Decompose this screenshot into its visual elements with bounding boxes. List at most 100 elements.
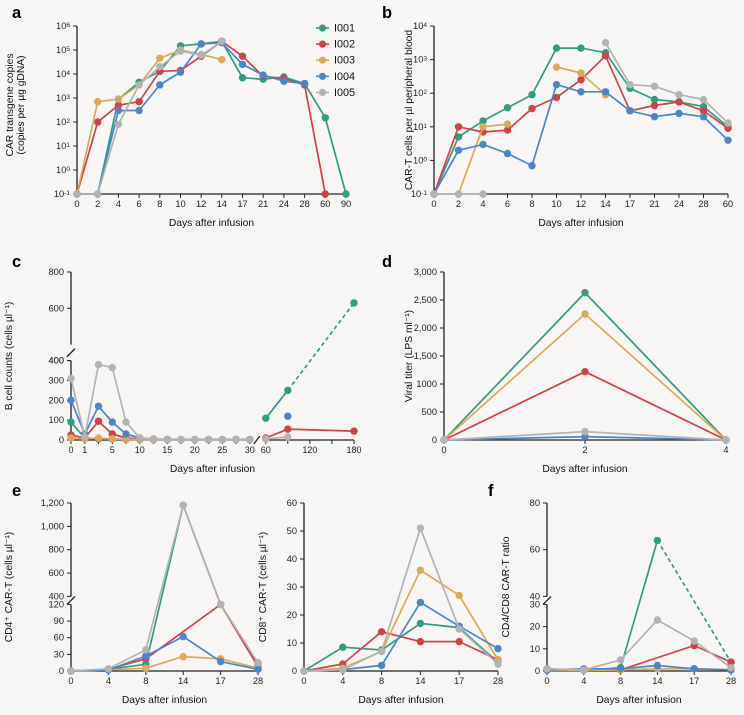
svg-text:60: 60 [320, 199, 330, 209]
svg-text:1000: 1000 [416, 379, 437, 389]
svg-text:0: 0 [74, 199, 79, 209]
svg-text:100: 100 [48, 415, 64, 425]
svg-text:2,000: 2,000 [414, 323, 437, 333]
svg-text:0: 0 [301, 676, 306, 686]
svg-text:24: 24 [674, 199, 684, 209]
svg-text:60: 60 [287, 498, 297, 508]
svg-text:30: 30 [287, 582, 297, 592]
svg-text:1: 1 [82, 445, 87, 455]
svg-text:0: 0 [292, 666, 297, 676]
svg-text:17: 17 [454, 676, 464, 686]
svg-text:I002: I002 [334, 39, 355, 51]
svg-text:8: 8 [143, 676, 148, 686]
svg-text:0: 0 [68, 676, 73, 686]
svg-text:800: 800 [48, 545, 64, 555]
svg-text:CAR transgene copies: CAR transgene copies [5, 53, 16, 156]
svg-text:106: 106 [56, 21, 70, 31]
svg-text:8: 8 [157, 199, 162, 209]
svg-text:14: 14 [600, 199, 610, 209]
svg-text:60: 60 [530, 545, 540, 555]
svg-text:90: 90 [341, 199, 351, 209]
svg-text:0: 0 [68, 445, 73, 455]
svg-text:17: 17 [625, 199, 635, 209]
svg-text:14: 14 [415, 676, 425, 686]
svg-text:10: 10 [551, 199, 561, 209]
svg-text:24: 24 [279, 199, 289, 209]
svg-text:30: 30 [245, 445, 255, 455]
svg-text:25: 25 [217, 445, 227, 455]
svg-text:120: 120 [302, 445, 317, 455]
svg-text:100: 100 [413, 155, 427, 165]
svg-text:105: 105 [56, 45, 70, 55]
svg-text:60: 60 [54, 633, 64, 643]
svg-text:2,500: 2,500 [414, 295, 437, 305]
svg-text:6: 6 [505, 199, 510, 209]
svg-text:14: 14 [217, 199, 227, 209]
svg-text:I004: I004 [334, 71, 355, 83]
svg-text:28: 28 [726, 676, 736, 686]
svg-text:2: 2 [95, 199, 100, 209]
svg-text:180: 180 [346, 445, 361, 455]
svg-text:Days after infusion: Days after infusion [596, 695, 682, 706]
svg-text:17: 17 [215, 676, 225, 686]
svg-text:300: 300 [48, 376, 64, 386]
svg-text:200: 200 [48, 395, 64, 405]
svg-text:0: 0 [59, 666, 64, 676]
svg-text:3,000: 3,000 [414, 267, 437, 277]
svg-text:CD4⁺ CAR-T (cells µl⁻¹): CD4⁺ CAR-T (cells µl⁻¹) [4, 532, 15, 642]
svg-text:103: 103 [56, 93, 70, 103]
svg-text:1,500: 1,500 [414, 351, 437, 361]
svg-text:4: 4 [116, 199, 121, 209]
svg-text:10: 10 [175, 199, 185, 209]
svg-text:28: 28 [299, 199, 309, 209]
svg-text:8: 8 [618, 676, 623, 686]
svg-text:20: 20 [287, 610, 297, 620]
svg-text:102: 102 [56, 117, 70, 127]
svg-text:(copies per µg gDNA): (copies per µg gDNA) [16, 55, 27, 154]
svg-text:10-1: 10-1 [54, 189, 71, 199]
svg-text:12: 12 [576, 199, 586, 209]
svg-text:0: 0 [59, 435, 64, 445]
svg-text:400: 400 [48, 356, 64, 366]
svg-text:4: 4 [480, 199, 485, 209]
svg-text:60: 60 [723, 199, 733, 209]
svg-text:Viral titer (LPS ml⁻¹): Viral titer (LPS ml⁻¹) [404, 310, 415, 402]
svg-text:12: 12 [196, 199, 206, 209]
svg-text:20: 20 [530, 622, 540, 632]
svg-text:1,000: 1,000 [41, 521, 64, 531]
svg-text:800: 800 [48, 267, 64, 277]
svg-text:4: 4 [340, 676, 345, 686]
svg-text:20: 20 [190, 445, 200, 455]
svg-text:0: 0 [431, 199, 436, 209]
svg-text:4: 4 [106, 676, 111, 686]
svg-text:0: 0 [544, 676, 549, 686]
svg-text:8: 8 [529, 199, 534, 209]
svg-text:15: 15 [162, 445, 172, 455]
svg-text:500: 500 [421, 407, 437, 417]
svg-text:80: 80 [530, 498, 540, 508]
svg-text:2: 2 [456, 199, 461, 209]
svg-text:B cell counts (cells µl⁻¹): B cell counts (cells µl⁻¹) [4, 302, 15, 411]
svg-text:102: 102 [413, 88, 427, 98]
svg-text:0: 0 [441, 445, 446, 455]
svg-text:600: 600 [48, 303, 64, 313]
svg-text:Days after infusion: Days after infusion [122, 695, 208, 706]
svg-text:14: 14 [178, 676, 188, 686]
svg-text:400: 400 [48, 591, 64, 601]
svg-text:103: 103 [413, 55, 427, 65]
svg-text:CD4/CD8 CAR-T ratio: CD4/CD8 CAR-T ratio [501, 536, 512, 637]
svg-text:28: 28 [698, 199, 708, 209]
svg-text:0: 0 [432, 435, 437, 445]
svg-text:40: 40 [287, 554, 297, 564]
svg-text:4: 4 [581, 676, 586, 686]
svg-text:2: 2 [582, 445, 587, 455]
svg-text:8: 8 [379, 676, 384, 686]
svg-text:Days after infusion: Days after infusion [538, 218, 624, 229]
svg-text:30: 30 [54, 649, 64, 659]
svg-text:1,200: 1,200 [41, 498, 64, 508]
svg-text:Days after infusion: Days after infusion [169, 218, 255, 229]
svg-text:Days after infusion: Days after infusion [170, 464, 256, 475]
svg-text:4: 4 [723, 445, 728, 455]
svg-text:5: 5 [110, 445, 115, 455]
svg-text:60: 60 [261, 445, 271, 455]
